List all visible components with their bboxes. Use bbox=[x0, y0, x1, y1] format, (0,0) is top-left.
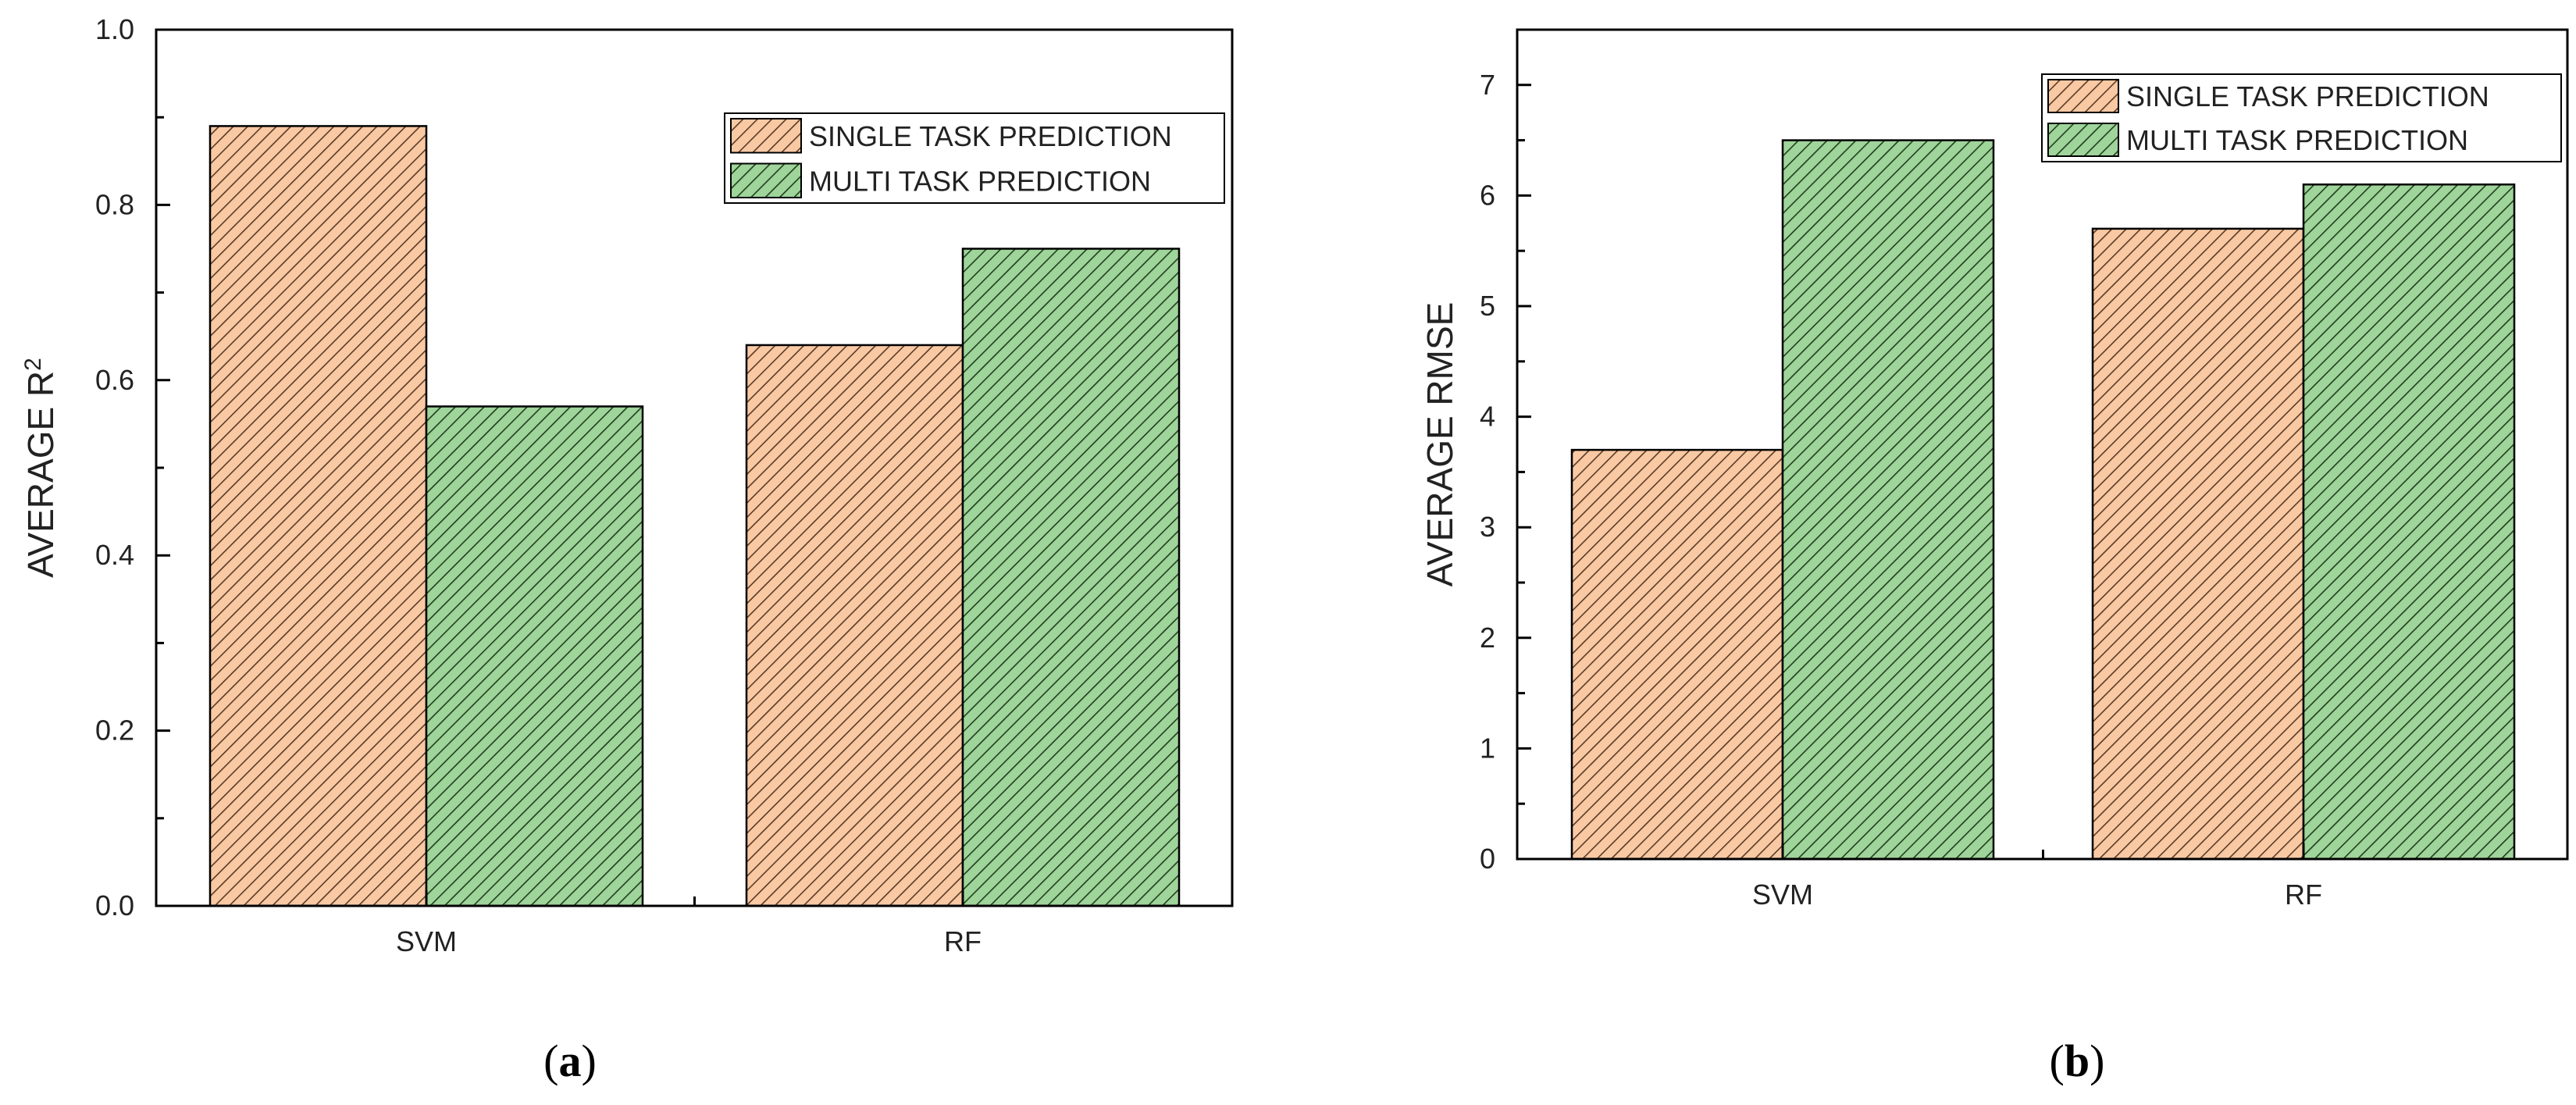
y-tick-label: 0.0 bbox=[95, 889, 134, 921]
y-axis-title: AVERAGE R2 bbox=[20, 358, 62, 578]
x-ticks: SVM RF bbox=[1752, 843, 2322, 911]
chart-rmse: 0 1 2 3 4 5 6 7 SVM RF AVERAGE RMSE SINGLE TASK … bbox=[1420, 28, 2569, 1086]
y-tick-label: 0.4 bbox=[95, 539, 134, 571]
legend-swatch-multi bbox=[730, 162, 802, 198]
y-ticks: 0.0 0.2 0.4 0.6 0.8 1.0 bbox=[95, 13, 170, 921]
y-tick-label: 4 bbox=[1480, 401, 1495, 433]
y-tick-label: 0.8 bbox=[95, 188, 134, 220]
chart-r2: 0.0 0.2 0.4 0.6 0.8 1.0 SVM RF AVERAGE R2 SING… bbox=[20, 13, 1234, 1086]
legend-swatch-single bbox=[730, 118, 802, 154]
x-tick-label-svm: SVM bbox=[1752, 879, 1813, 911]
legend-box bbox=[2041, 73, 2562, 162]
legend-label-single: SINGLE TASK PREDICTION bbox=[809, 120, 1172, 152]
legend: SINGLE TASK PREDICTION MULTI TASK PREDIC… bbox=[724, 112, 1225, 204]
legend-label-multi: MULTI TASK PREDICTION bbox=[2126, 124, 2468, 156]
y-tick-label: 5 bbox=[1480, 290, 1495, 322]
panel-label-a-open: ( bbox=[543, 1035, 558, 1086]
legend: SINGLE TASK PREDICTION MULTI TASK PREDIC… bbox=[2041, 73, 2562, 162]
y-tick-label: 1 bbox=[1480, 732, 1495, 764]
bar-svm-multi bbox=[1781, 139, 1995, 861]
y-tick-label: 1.0 bbox=[95, 13, 134, 45]
legend-label-multi: MULTI TASK PREDICTION bbox=[809, 165, 1151, 197]
y-axis-title-base: AVERAGE RMSE bbox=[1420, 302, 1460, 587]
panel-label-b-letter: b bbox=[2065, 1035, 2090, 1086]
y-ticks: 0 1 2 3 4 5 6 7 bbox=[1480, 69, 1531, 875]
panel-label-a: (a) bbox=[543, 1035, 597, 1086]
legend-swatch-multi bbox=[2047, 123, 2119, 157]
panel-label-b: (b) bbox=[2050, 1035, 2105, 1086]
y-tick-label: 0 bbox=[1480, 843, 1495, 875]
y-tick-label: 3 bbox=[1480, 511, 1495, 543]
x-tick-label-svm: SVM bbox=[396, 925, 457, 957]
y-axis-title-base: AVERAGE R bbox=[20, 371, 61, 578]
bar-svm-single bbox=[208, 125, 428, 907]
bars-group bbox=[1570, 139, 2516, 861]
bar-rf-single bbox=[2091, 227, 2305, 861]
bar-rf-single bbox=[745, 344, 964, 907]
bar-svm-single bbox=[1570, 448, 1784, 861]
bar-rf-multi bbox=[961, 248, 1181, 907]
x-tick-label-rf: RF bbox=[944, 925, 982, 957]
y-tick-label: 7 bbox=[1480, 69, 1495, 101]
bars-group bbox=[208, 125, 1181, 907]
legend-label-single: SINGLE TASK PREDICTION bbox=[2126, 80, 2489, 112]
panel-label-b-open: ( bbox=[2050, 1035, 2065, 1086]
y-tick-label: 0.6 bbox=[95, 364, 134, 396]
legend-box bbox=[724, 112, 1225, 204]
legend-swatch-single bbox=[2047, 79, 2119, 113]
bar-svm-multi bbox=[425, 405, 644, 907]
y-tick-label: 6 bbox=[1480, 179, 1495, 211]
panel-label-a-letter: a bbox=[559, 1035, 582, 1086]
x-ticks: SVM RF bbox=[396, 890, 982, 957]
y-axis-title: AVERAGE RMSE bbox=[1420, 302, 1460, 587]
y-axis-title-superscript: 2 bbox=[20, 358, 46, 371]
y-tick-label: 0.2 bbox=[95, 715, 134, 747]
y-tick-label: 2 bbox=[1480, 622, 1495, 654]
x-tick-label-rf: RF bbox=[2285, 879, 2322, 911]
panel-label-a-close: ) bbox=[582, 1035, 597, 1086]
panel-label-b-close: ) bbox=[2090, 1035, 2104, 1086]
bar-rf-multi bbox=[2302, 183, 2516, 861]
